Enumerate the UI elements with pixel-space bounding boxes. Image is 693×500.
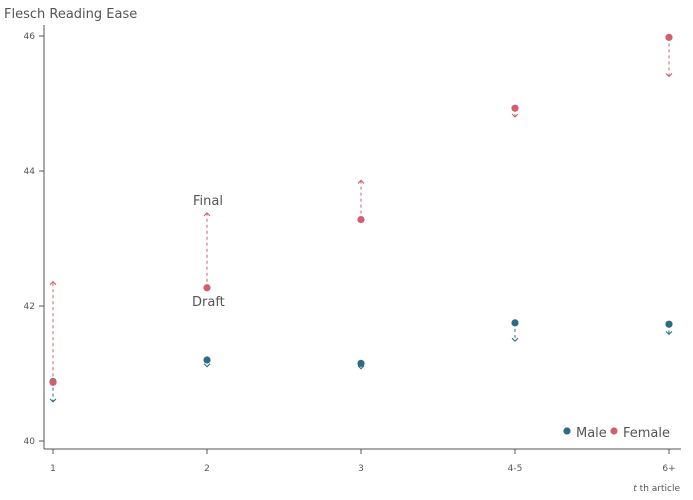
female-draft-point-4: [665, 33, 673, 41]
female-draft-point-2: [357, 216, 365, 224]
x-axis-title-italic: t: [633, 484, 637, 494]
x-axis-title-rest: th article: [637, 484, 681, 494]
x-tick-label-4: 6+: [662, 464, 675, 474]
x-axis-title: t th article: [633, 484, 680, 494]
legend: Male Female: [563, 426, 670, 441]
female-draft-point-0: [49, 378, 57, 386]
legend-label-female: Female: [623, 426, 670, 441]
female-arrowhead-2: [357, 179, 365, 184]
y-ticks: 40 42 44 46: [24, 32, 44, 447]
female-draft-point-1: [203, 284, 211, 292]
female-arrowhead-0: [49, 280, 57, 286]
x-tick-label-1: 2: [204, 464, 210, 474]
male-arrowhead-1: [203, 363, 211, 368]
x-tick-label-2: 3: [358, 464, 364, 474]
y-tick-label-3: 46: [24, 32, 36, 42]
male-arrowhead-0: [49, 398, 57, 403]
legend-marker-male: [563, 427, 571, 435]
female-arrowhead-1: [203, 212, 211, 217]
y-tick-label-0: 40: [24, 437, 36, 447]
male-draft-point-1: [203, 356, 211, 364]
x-tick-label-3: 4-5: [508, 464, 523, 474]
legend-marker-female: [610, 427, 618, 435]
male-draft-point-4: [665, 320, 673, 328]
legend-label-male: Male: [576, 426, 607, 441]
male-arrowhead-4: [665, 330, 673, 336]
data-marks: [49, 33, 673, 403]
male-draft-point-3: [511, 319, 519, 327]
male-draft-point-2: [357, 359, 365, 367]
female-arrowhead-3: [511, 113, 519, 118]
male-arrowhead-3: [511, 337, 519, 342]
female-arrowhead-4: [665, 73, 673, 78]
male-arrowhead-2: [357, 365, 365, 370]
annotation-draft: Draft: [192, 295, 225, 310]
female-draft-point-3: [511, 104, 519, 112]
x-ticks: 1 2 3 4-5 6+: [50, 449, 676, 474]
annotation-final: Final: [193, 194, 223, 209]
y-tick-label-2: 44: [24, 167, 36, 177]
x-tick-label-0: 1: [50, 464, 56, 474]
y-axis-title: Flesch Reading Ease: [4, 7, 137, 22]
y-tick-label-1: 42: [24, 302, 35, 312]
